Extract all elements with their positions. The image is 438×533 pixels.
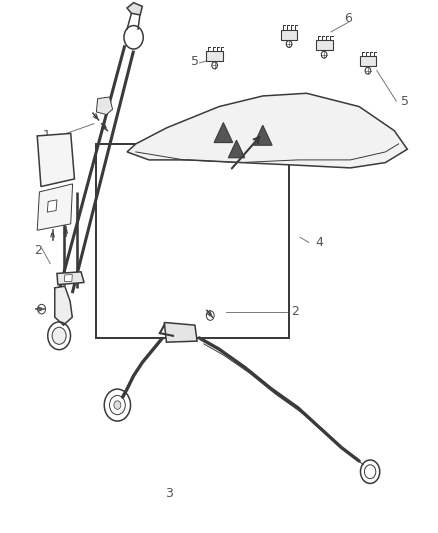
Polygon shape — [214, 123, 233, 142]
Text: 3: 3 — [165, 487, 173, 499]
Bar — [281, 29, 297, 40]
Bar — [206, 51, 223, 61]
Polygon shape — [228, 140, 245, 158]
Polygon shape — [57, 272, 84, 285]
Text: 2: 2 — [291, 305, 299, 318]
Polygon shape — [127, 93, 407, 168]
Polygon shape — [47, 200, 57, 212]
Text: 1: 1 — [42, 130, 50, 142]
Bar — [96, 144, 289, 338]
Polygon shape — [164, 322, 197, 342]
Bar — [360, 56, 376, 67]
Polygon shape — [37, 184, 73, 230]
Polygon shape — [55, 286, 72, 325]
Text: 4: 4 — [315, 236, 323, 249]
Polygon shape — [37, 133, 74, 187]
Polygon shape — [64, 274, 72, 281]
Text: 6: 6 — [344, 12, 352, 25]
Text: 5: 5 — [401, 95, 409, 108]
Polygon shape — [127, 3, 142, 15]
Polygon shape — [254, 125, 272, 145]
Polygon shape — [96, 97, 113, 115]
Text: 5: 5 — [191, 55, 199, 68]
Text: 2: 2 — [34, 244, 42, 257]
Circle shape — [52, 327, 66, 344]
Bar — [316, 40, 332, 51]
Circle shape — [114, 401, 121, 409]
